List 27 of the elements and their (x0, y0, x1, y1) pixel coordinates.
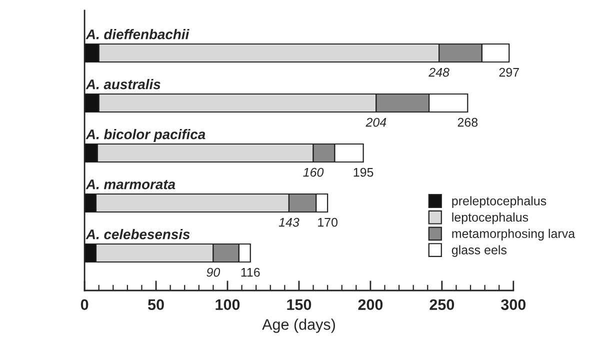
legend-label: leptocephalus (452, 212, 528, 224)
annotation: 248 (428, 68, 450, 77)
x-tick-label: 150 (287, 299, 312, 310)
y-tick-label: A. australis (86, 79, 160, 90)
x-tick-label: 200 (358, 299, 383, 310)
annotation: 90 (206, 268, 220, 277)
annotation: 170 (318, 218, 338, 227)
x-tick-label: 50 (148, 299, 164, 310)
annotation: 297 (499, 68, 519, 77)
x-tick-label: 250 (430, 299, 454, 310)
x-axis-title: Age (days) (262, 318, 335, 333)
x-tick-label: 100 (216, 299, 240, 310)
legend-label: glass eels (452, 245, 507, 257)
y-tick-label: A. marmorata (86, 180, 176, 190)
x-tick-label: 300 (501, 299, 526, 310)
annotation: 268 (458, 118, 478, 127)
x-tick-label: 0 (80, 299, 88, 310)
y-tick-label: A. celebesensis (86, 229, 190, 240)
annotation: 204 (366, 118, 386, 127)
legend-label: preleptocephalus (452, 196, 546, 208)
annotation: 143 (278, 218, 300, 227)
y-tick-label: A. bicolor pacifica (86, 129, 206, 142)
legend-label: metamorphosing larva (452, 228, 576, 241)
annotation: 116 (241, 268, 260, 277)
annotation: 160 (303, 168, 324, 177)
y-tick-label: A. dieffenbachii (86, 29, 190, 40)
annotation: 195 (354, 168, 374, 177)
